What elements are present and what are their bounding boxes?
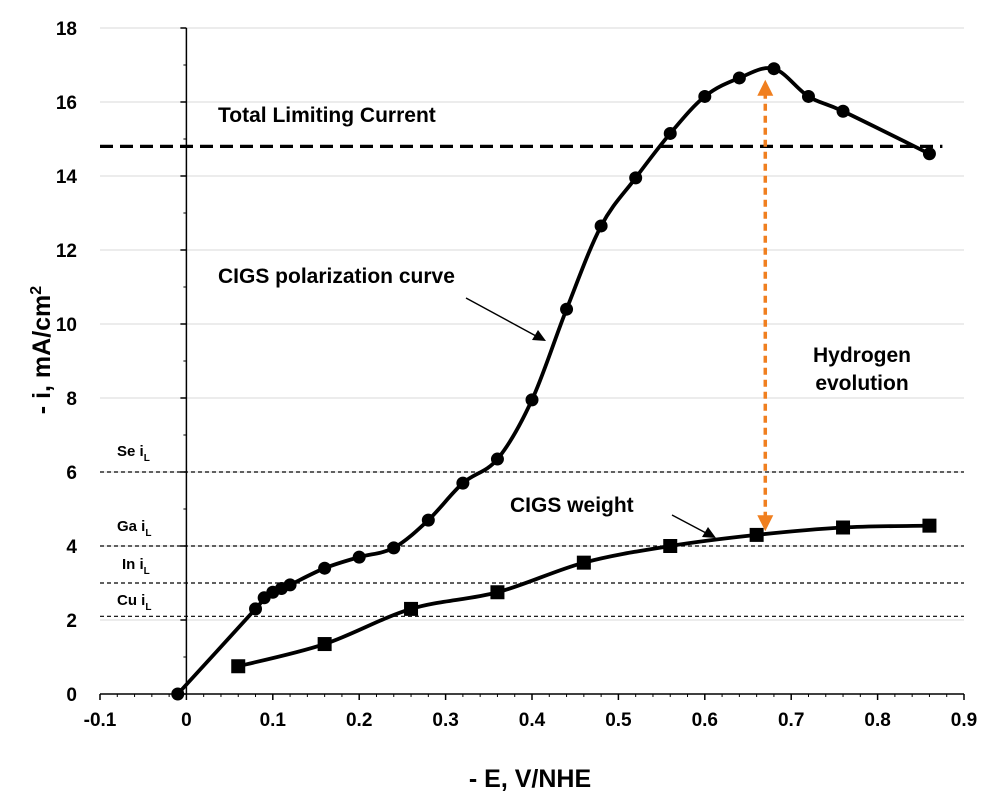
series-line-cigs-weight xyxy=(237,523,930,669)
data-series xyxy=(171,62,937,701)
data-point-cigs-weight xyxy=(317,637,332,652)
x-tick-label: 0.4 xyxy=(519,710,546,731)
reference-label-cu: Cu iL xyxy=(117,592,151,613)
x-tick-label: 0.8 xyxy=(864,710,890,731)
pointer-line-weight xyxy=(671,514,707,534)
data-point-cigs-polarization-curve xyxy=(767,62,781,76)
y-axis-title-sup: 2 xyxy=(28,286,45,295)
x-tick-label: 0 xyxy=(181,710,192,731)
reference-label-subscript: L xyxy=(144,566,150,577)
data-point-cigs-weight xyxy=(749,527,764,542)
axes: -0.1 0 0.1 0.2 0.3 0.4 0.5 0.6 0.7 0.8 0.9 0 2 4 6 8 10 1… xyxy=(56,19,977,731)
data-point-cigs-polarization-curve xyxy=(249,602,263,616)
reference-label-subscript: L xyxy=(145,602,151,613)
x-tick-label: 0.2 xyxy=(346,710,372,731)
annotation-weight: CIGS weight xyxy=(510,494,634,517)
data-point-cigs-polarization-curve xyxy=(732,71,746,85)
data-point-cigs-polarization-curve xyxy=(525,393,539,407)
data-point-cigs-polarization-curve xyxy=(387,541,401,555)
data-point-cigs-polarization-curve xyxy=(490,452,504,466)
reference-label-text: Ga i xyxy=(117,518,145,535)
data-point-cigs-polarization-curve xyxy=(560,302,574,316)
data-point-cigs-polarization-curve xyxy=(594,219,608,233)
hydrogen-arrow-head-top xyxy=(757,79,774,96)
data-point-cigs-polarization-curve xyxy=(456,476,470,490)
data-point-cigs-polarization-curve xyxy=(171,687,185,701)
data-point-cigs-polarization-curve xyxy=(698,89,712,103)
data-point-cigs-weight xyxy=(231,659,246,674)
x-axis-title: - E, V/NHE xyxy=(469,765,591,793)
y-tick-label: 12 xyxy=(56,241,77,262)
reference-label-text: Se i xyxy=(117,443,144,460)
data-point-cigs-polarization-curve xyxy=(421,513,435,527)
data-point-cigs-polarization-curve xyxy=(283,578,297,592)
x-tick-label: 0.7 xyxy=(778,710,804,731)
x-tick-label: 0.3 xyxy=(432,710,458,731)
x-tick-label: 0.1 xyxy=(260,710,287,731)
pointer-line-polarization xyxy=(465,297,537,337)
y-tick-label: 4 xyxy=(66,537,77,558)
reference-label-text: Cu i xyxy=(117,592,145,609)
data-point-cigs-weight xyxy=(576,555,591,570)
data-point-cigs-polarization-curve xyxy=(629,171,643,185)
y-tick-label: 14 xyxy=(56,167,78,188)
reference-label-subscript: L xyxy=(144,453,150,464)
y-tick-label: 10 xyxy=(56,315,77,336)
pointer-arrowhead-weight xyxy=(702,527,716,538)
data-point-cigs-polarization-curve xyxy=(922,147,936,161)
data-point-cigs-weight xyxy=(404,601,419,616)
data-point-cigs-polarization-curve xyxy=(352,550,366,564)
y-tick-label: 8 xyxy=(66,389,77,410)
y-axis-title-main: - i, mA/cm xyxy=(28,295,56,414)
pointer-arrowhead-polarization xyxy=(532,330,546,341)
reference-label-total-limiting-current: Total Limiting Current xyxy=(218,104,436,127)
reference-label-se: Se iL xyxy=(117,443,150,464)
x-tick-label: 0.5 xyxy=(605,710,632,731)
data-point-cigs-polarization-curve xyxy=(801,89,815,103)
reference-label-subscript: L xyxy=(145,528,151,539)
reference-label-ga: Ga iL xyxy=(117,518,151,539)
data-point-cigs-weight xyxy=(922,518,937,533)
annotation-hydrogen-line1: Hydrogen xyxy=(813,344,911,367)
data-point-cigs-polarization-curve xyxy=(663,126,677,140)
hydrogen-arrow-head-bottom xyxy=(757,515,774,532)
reference-label-text: Total Limiting Current xyxy=(218,104,436,127)
data-point-cigs-weight xyxy=(836,520,851,535)
data-point-cigs-weight xyxy=(663,539,678,553)
y-tick-label: 2 xyxy=(66,611,77,632)
y-tick-label: 18 xyxy=(56,19,77,40)
y-tick-label: 16 xyxy=(56,93,77,114)
x-tick-label: -0.1 xyxy=(84,710,117,731)
data-point-cigs-weight xyxy=(490,585,505,600)
y-tick-label: 0 xyxy=(66,685,77,706)
y-tick-label: 6 xyxy=(66,463,77,484)
y-axis-title: - i, mA/cm2 xyxy=(28,286,56,414)
data-point-cigs-polarization-curve xyxy=(836,104,850,118)
annotation-hydrogen-line2: evolution xyxy=(815,372,908,395)
reference-label-in: In iL xyxy=(122,556,150,577)
x-tick-label: 0.6 xyxy=(692,710,718,731)
reference-label-text: In i xyxy=(122,556,144,573)
x-tick-label: 0.9 xyxy=(951,710,977,731)
reference-lines xyxy=(100,144,964,617)
data-point-cigs-polarization-curve xyxy=(318,561,332,575)
annotation-polarization: CIGS polarization curve xyxy=(218,265,455,288)
